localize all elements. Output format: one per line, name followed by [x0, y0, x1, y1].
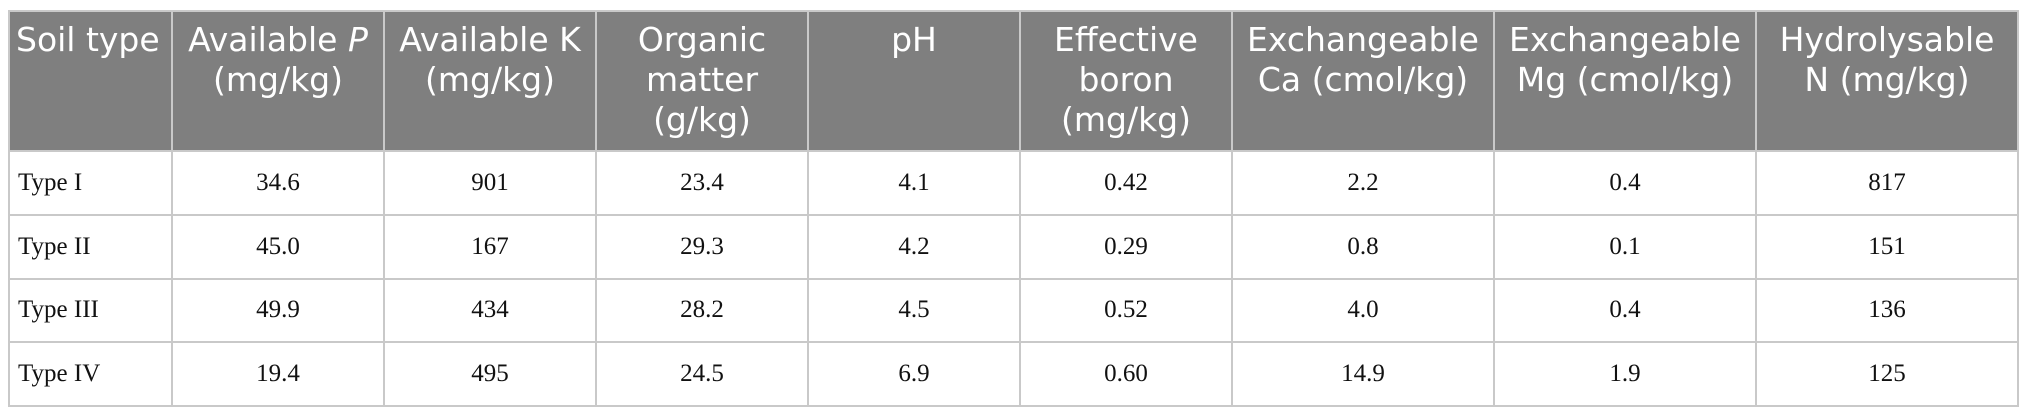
- header-exchangeable-mg: Exchangeable Mg (cmol/kg): [1493, 10, 1757, 152]
- cell-exchangeable-mg: 0.4: [1493, 277, 1757, 344]
- cell-hydrolysable-n: 125: [1755, 341, 2019, 407]
- cell-available-p: 45.0: [171, 213, 385, 280]
- soil-properties-table: Soil type Available P (mg/kg) Available K…: [8, 10, 2019, 407]
- header-soil-type: Soil type: [8, 10, 173, 152]
- cell-effective-boron: 0.60: [1019, 341, 1233, 407]
- header-ph: pH: [807, 10, 1021, 152]
- header-available-p: Available P (mg/kg): [171, 10, 385, 152]
- cell-organic-matter: 29.3: [595, 213, 809, 280]
- header-italic-p: P: [347, 20, 368, 59]
- cell-effective-boron: 0.42: [1019, 150, 1233, 216]
- cell-exchangeable-ca: 4.0: [1231, 277, 1495, 344]
- cell-available-k: 901: [383, 150, 597, 216]
- table-body: Type I 34.6 901 23.4 4.1 0.42 2.2 0.4 81…: [8, 150, 2019, 407]
- cell-available-k: 167: [383, 213, 597, 280]
- cell-soil-type: Type IV: [8, 341, 173, 407]
- cell-ph: 4.5: [807, 277, 1021, 344]
- cell-effective-boron: 0.29: [1019, 213, 1233, 280]
- cell-exchangeable-mg: 0.1: [1493, 213, 1757, 280]
- header-hydrolysable-n: Hydrolysable N (mg/kg): [1755, 10, 2019, 152]
- table-row: Type I 34.6 901 23.4 4.1 0.42 2.2 0.4 81…: [8, 150, 2019, 216]
- cell-ph: 4.2: [807, 213, 1021, 280]
- cell-exchangeable-mg: 1.9: [1493, 341, 1757, 407]
- cell-available-p: 34.6: [171, 150, 385, 216]
- cell-exchangeable-mg: 0.4: [1493, 150, 1757, 216]
- cell-organic-matter: 24.5: [595, 341, 809, 407]
- header-available-k: Available K (mg/kg): [383, 10, 597, 152]
- header-exchangeable-ca: Exchangeable Ca (cmol/kg): [1231, 10, 1495, 152]
- cell-exchangeable-ca: 14.9: [1231, 341, 1495, 407]
- cell-soil-type: Type III: [8, 277, 173, 344]
- cell-effective-boron: 0.52: [1019, 277, 1233, 344]
- table-row: Type II 45.0 167 29.3 4.2 0.29 0.8 0.1 1…: [8, 213, 2019, 280]
- cell-hydrolysable-n: 151: [1755, 213, 2019, 280]
- header-organic-matter: Organic matter (g/kg): [595, 10, 809, 152]
- cell-available-k: 495: [383, 341, 597, 407]
- cell-organic-matter: 23.4: [595, 150, 809, 216]
- cell-hydrolysable-n: 817: [1755, 150, 2019, 216]
- table-row: Type IV 19.4 495 24.5 6.9 0.60 14.9 1.9 …: [8, 341, 2019, 407]
- cell-organic-matter: 28.2: [595, 277, 809, 344]
- table-row: Type III 49.9 434 28.2 4.5 0.52 4.0 0.4 …: [8, 277, 2019, 344]
- cell-hydrolysable-n: 136: [1755, 277, 2019, 344]
- table-header: Soil type Available P (mg/kg) Available K…: [8, 10, 2019, 152]
- header-row: Soil type Available P (mg/kg) Available K…: [8, 10, 2019, 152]
- cell-exchangeable-ca: 0.8: [1231, 213, 1495, 280]
- cell-soil-type: Type I: [8, 150, 173, 216]
- cell-available-k: 434: [383, 277, 597, 344]
- cell-exchangeable-ca: 2.2: [1231, 150, 1495, 216]
- cell-ph: 4.1: [807, 150, 1021, 216]
- cell-ph: 6.9: [807, 341, 1021, 407]
- cell-soil-type: Type II: [8, 213, 173, 280]
- header-effective-boron: Effective boron (mg/kg): [1019, 10, 1233, 152]
- cell-available-p: 49.9: [171, 277, 385, 344]
- cell-available-p: 19.4: [171, 341, 385, 407]
